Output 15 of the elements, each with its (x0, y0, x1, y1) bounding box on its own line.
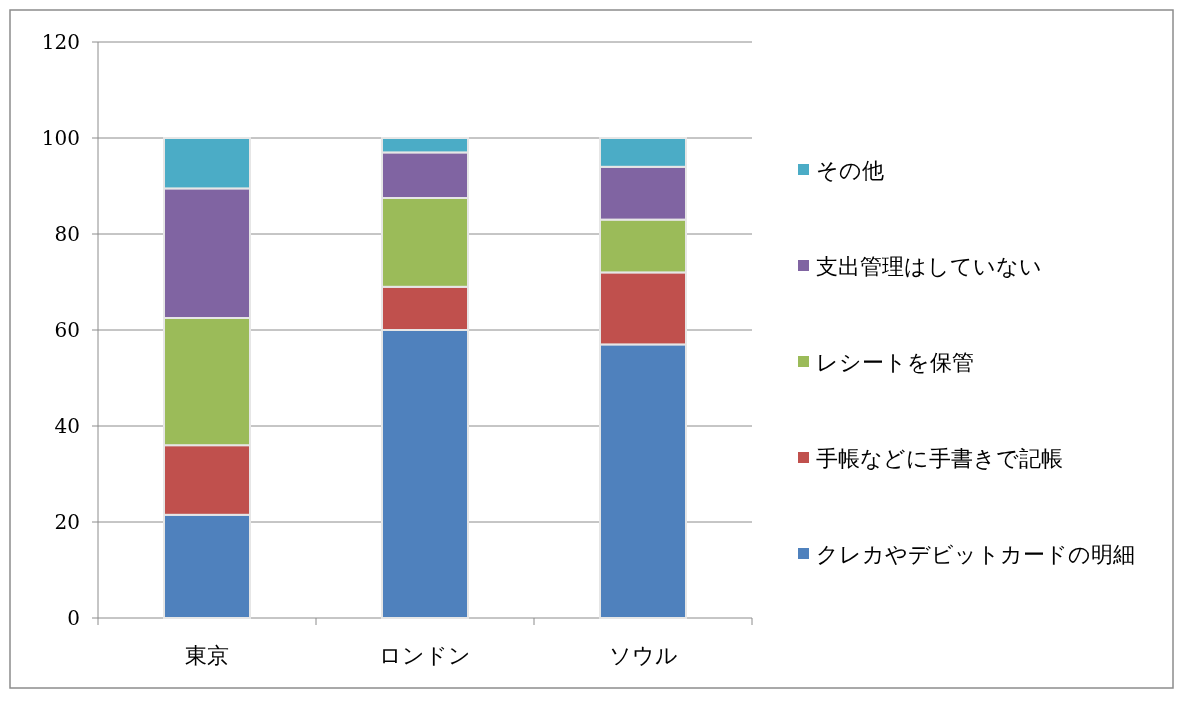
x-tick-label: ロンドン (379, 643, 471, 668)
y-tick-label: 40 (54, 414, 80, 438)
legend-label: その他 (816, 158, 884, 183)
y-tick-label: 120 (41, 30, 80, 54)
y-tick-label: 0 (67, 606, 80, 630)
x-tick-label: 東京 (185, 643, 229, 668)
legend-label: 支出管理はしていない (816, 254, 1042, 279)
y-tick-label: 100 (41, 126, 80, 150)
x-tick-label: ソウル (608, 643, 678, 668)
legend-label: レシートを保管 (816, 350, 974, 375)
legend-label: 手帳などに手書きで記帳 (816, 446, 1063, 471)
legend-label: クレカやデビットカードの明細 (816, 542, 1135, 567)
y-tick-label: 60 (54, 318, 80, 342)
y-tick-label: 20 (54, 510, 80, 534)
y-tick-label: 80 (54, 222, 80, 246)
